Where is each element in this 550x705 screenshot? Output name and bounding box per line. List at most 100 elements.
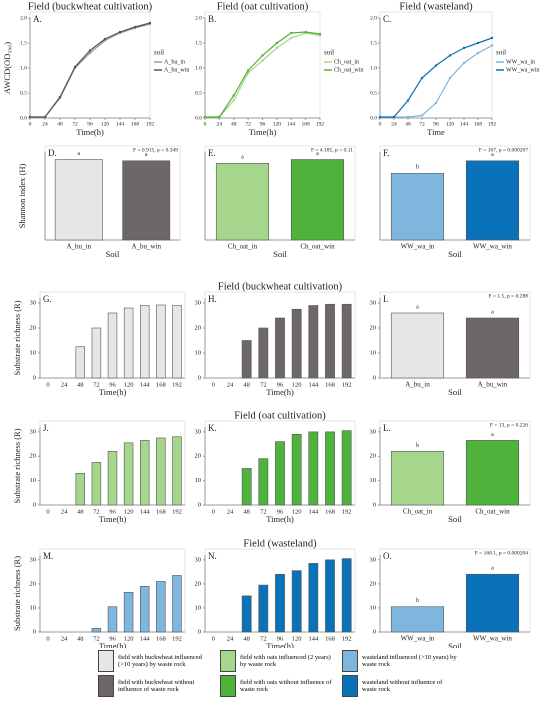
x-tick-label: WW_wa_in <box>401 635 435 643</box>
y-tick-label: 30 <box>30 428 37 435</box>
bar <box>139 585 150 633</box>
x-tick-label: 120 <box>292 381 302 388</box>
point <box>232 94 235 97</box>
panel-label: B. <box>208 14 216 24</box>
point <box>448 54 452 57</box>
bar <box>54 159 103 241</box>
panel-title: Field (oat cultivation) <box>234 410 326 421</box>
y-tick-label: 10 <box>30 604 37 611</box>
significance-letter: a <box>77 151 80 157</box>
legend-label: WW_wa_win <box>506 67 539 73</box>
bar <box>325 559 335 633</box>
x-tick-label: 72 <box>245 121 251 127</box>
x-tick-label: 96 <box>433 121 439 127</box>
point <box>73 65 77 69</box>
y-tick-label: 10 <box>195 477 202 484</box>
x-tick-label: 192 <box>316 121 325 127</box>
legend-item: field with oats without influence of was… <box>220 675 336 697</box>
point <box>434 101 438 105</box>
x-tick-label: 144 <box>287 121 296 127</box>
panel-title: Field (oat cultivation) <box>217 1 309 12</box>
y-axis-title: Substrate richness (R) <box>12 300 22 375</box>
bar <box>341 558 352 633</box>
y-tick-label: 20 <box>30 324 37 331</box>
x-tick-label: 24 <box>391 121 397 127</box>
x-axis-title: Soil <box>448 249 462 259</box>
bar <box>275 317 285 379</box>
panel-label: N. <box>208 551 217 561</box>
point <box>261 59 264 62</box>
legend-title: soil <box>324 49 334 57</box>
x-axis-title: Soil <box>448 514 462 524</box>
bar <box>172 436 182 506</box>
bar <box>465 160 520 241</box>
x-axis-title: Time(h) <box>266 641 294 648</box>
x-tick-label: 0 <box>46 381 49 388</box>
x-tick-label: 192 <box>488 121 497 127</box>
point <box>462 46 466 50</box>
panel-label: L. <box>383 423 391 433</box>
series-line <box>205 31 321 118</box>
legend-label: wasteland influenced (>10 years) by wast… <box>362 653 457 669</box>
bar <box>308 305 319 379</box>
y-axis-title: Shannon index (H) <box>17 163 27 228</box>
bar <box>308 431 319 506</box>
x-tick-label: 144 <box>308 635 319 642</box>
x-tick-label: A_bu_win <box>131 243 161 251</box>
y-tick-label: 20 <box>370 324 377 331</box>
significance-letter: a <box>145 152 148 158</box>
x-tick-label: 48 <box>57 121 63 127</box>
y-tick-label: 2.0 <box>370 15 377 21</box>
x-tick-label: 120 <box>124 508 134 515</box>
series-line <box>380 44 493 118</box>
bar <box>91 462 102 506</box>
x-tick-label: 168 <box>156 508 166 515</box>
y-tick-label: 0.0 <box>195 115 202 121</box>
bar <box>215 163 270 241</box>
bar <box>172 305 182 379</box>
significance-letter: a <box>491 432 494 438</box>
x-tick-label: 48 <box>231 121 237 127</box>
bar <box>107 451 118 506</box>
x-tick-label: 96 <box>277 508 284 515</box>
x-tick-label: Ch_oat_win <box>475 508 510 516</box>
x-tick-label: 0 <box>46 508 49 515</box>
panel-title: Field (buckwheat cultivation) <box>28 1 153 12</box>
panel-label: G. <box>43 294 52 304</box>
x-axis-title: Soil <box>106 249 120 259</box>
x-tick-label: 120 <box>446 121 455 127</box>
y-tick-label: 30 <box>195 299 202 306</box>
x-tick-label: 24 <box>61 381 68 388</box>
x-tick-label: 72 <box>419 121 425 127</box>
bar <box>465 573 520 633</box>
bar <box>156 304 166 379</box>
legend-label: wasteland without influence of waste roc… <box>362 678 443 694</box>
y-tick-label: 20 <box>30 580 37 587</box>
point <box>261 54 264 57</box>
significance-letter: a <box>491 309 494 315</box>
panel-label: O. <box>383 551 392 561</box>
bar <box>172 575 182 633</box>
point <box>43 115 47 119</box>
point <box>420 114 424 117</box>
legend-label: field with oats influenced (2 years) by … <box>240 653 331 669</box>
x-tick-label: 24 <box>61 635 68 642</box>
x-tick-label: 192 <box>172 508 182 515</box>
point <box>203 115 207 119</box>
x-tick-label: 144 <box>140 508 151 515</box>
x-tick-label: 168 <box>325 508 335 515</box>
point <box>88 49 92 52</box>
significance-letter: b <box>416 165 419 171</box>
x-tick-label: 192 <box>342 381 352 388</box>
x-tick-label: 168 <box>156 381 166 388</box>
legend-label: field with oats without influence of was… <box>240 678 332 694</box>
x-tick-label: 144 <box>140 635 151 642</box>
x-tick-label: 96 <box>260 121 266 127</box>
panel-label: D. <box>48 148 57 158</box>
y-tick-label: 0 <box>33 628 36 635</box>
y-tick-label: 0.0 <box>370 115 377 121</box>
point <box>275 41 279 45</box>
x-tick-label: 192 <box>172 381 182 388</box>
y-tick-label: 10 <box>195 349 202 356</box>
